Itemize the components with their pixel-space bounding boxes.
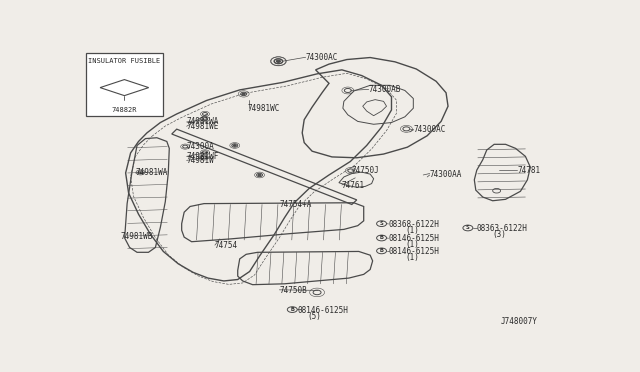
Text: S: S bbox=[380, 221, 383, 226]
Text: 74754: 74754 bbox=[215, 241, 238, 250]
Text: 74754+A: 74754+A bbox=[280, 200, 312, 209]
Text: 74750B: 74750B bbox=[280, 286, 307, 295]
Text: 08146-6125H: 08146-6125H bbox=[388, 247, 440, 256]
Text: 08146-6125H: 08146-6125H bbox=[297, 306, 348, 315]
Text: (1): (1) bbox=[405, 226, 419, 235]
FancyBboxPatch shape bbox=[86, 53, 163, 116]
Text: 08146-6125H: 08146-6125H bbox=[388, 234, 440, 243]
Text: 74981W: 74981W bbox=[187, 156, 214, 165]
Circle shape bbox=[242, 93, 245, 95]
Text: B: B bbox=[291, 307, 294, 312]
Text: INSULATOR FUSIBLE: INSULATOR FUSIBLE bbox=[88, 58, 161, 64]
Text: (3): (3) bbox=[493, 230, 506, 239]
Text: 74981WF: 74981WF bbox=[187, 152, 219, 161]
Text: 74750J: 74750J bbox=[352, 166, 380, 174]
Text: (1): (1) bbox=[405, 253, 419, 262]
Text: (5): (5) bbox=[307, 312, 321, 321]
Text: (1): (1) bbox=[405, 240, 419, 249]
Text: J748007Y: J748007Y bbox=[500, 317, 538, 326]
Text: 74981WC: 74981WC bbox=[248, 104, 280, 113]
Text: 74761: 74761 bbox=[342, 181, 365, 190]
Text: 08368-6122H: 08368-6122H bbox=[388, 220, 440, 229]
Circle shape bbox=[258, 174, 261, 176]
Text: 74981WB: 74981WB bbox=[121, 232, 153, 241]
Circle shape bbox=[276, 60, 280, 62]
Text: B: B bbox=[380, 248, 383, 253]
Text: 74300AC: 74300AC bbox=[413, 125, 445, 134]
Text: 08363-6122H: 08363-6122H bbox=[477, 224, 527, 233]
Circle shape bbox=[233, 145, 236, 146]
Text: 74300AB: 74300AB bbox=[369, 86, 401, 94]
Text: 74981WA: 74981WA bbox=[136, 169, 168, 177]
Text: 74300AA: 74300AA bbox=[429, 170, 462, 179]
Text: 74300AC: 74300AC bbox=[306, 53, 338, 62]
Text: 74781: 74781 bbox=[518, 166, 541, 174]
Text: B: B bbox=[380, 235, 383, 240]
Text: 74981WA: 74981WA bbox=[187, 118, 219, 126]
Text: 74300A: 74300A bbox=[187, 142, 214, 151]
Text: 74981WE: 74981WE bbox=[187, 122, 219, 131]
Text: S: S bbox=[466, 225, 470, 231]
Text: 74882R: 74882R bbox=[111, 107, 137, 113]
